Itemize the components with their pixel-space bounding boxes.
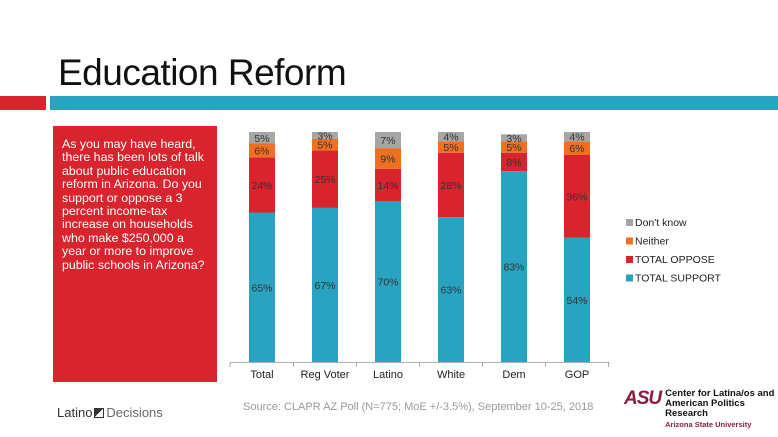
data-label: 36%	[566, 191, 587, 203]
bar-segment	[564, 155, 590, 238]
bar-segment	[501, 141, 527, 153]
data-label: 25%	[314, 174, 335, 186]
title-accent-red	[0, 96, 46, 110]
bar-segment	[312, 132, 338, 139]
bar-segment	[438, 141, 464, 153]
bar-segment	[564, 132, 590, 142]
data-label: 63%	[440, 285, 461, 297]
x-tick-label: Dem	[502, 369, 525, 381]
asu-line2: American Politics Research	[665, 398, 745, 419]
bar-segment	[501, 134, 527, 142]
bar-segment	[375, 132, 401, 149]
data-label: 83%	[503, 262, 524, 274]
latino-logo-part1: Latino	[57, 405, 93, 420]
data-label: 54%	[566, 295, 587, 307]
legend-swatch	[626, 274, 633, 282]
x-tick-label: Reg Voter	[301, 369, 350, 381]
bar-segment	[501, 152, 527, 172]
data-label: 8%	[506, 157, 521, 169]
latino-logo-part2: Decisions	[106, 405, 163, 420]
data-label: 5%	[254, 133, 269, 145]
data-label: 7%	[380, 135, 395, 147]
data-label: 5%	[317, 140, 332, 152]
data-label: 5%	[443, 142, 458, 154]
bar-segment	[249, 132, 275, 144]
logo-mark-icon	[94, 407, 105, 418]
bar-segment	[375, 148, 401, 169]
data-label: 6%	[254, 145, 269, 157]
legend-label: Neither	[635, 236, 669, 248]
bar-segment	[249, 143, 275, 158]
bar-segment	[438, 152, 464, 218]
question-box: As you may have heard, there has been lo…	[53, 126, 217, 382]
asu-line1: Center for Latina/os and	[665, 388, 775, 399]
latino-decisions-logo: Latino Decisions	[57, 405, 163, 420]
bar-segment	[501, 171, 527, 362]
x-tick-label: Total	[250, 369, 273, 381]
bar-segment	[249, 157, 275, 213]
legend-swatch	[626, 256, 633, 263]
data-label: 9%	[380, 153, 395, 165]
data-label: 5%	[506, 142, 521, 154]
legend-swatch	[626, 237, 633, 245]
question-text: As you may have heard, there has been lo…	[62, 137, 205, 272]
slide-title: Education Reform	[58, 52, 347, 93]
bar-segment	[438, 132, 464, 142]
data-label: 28%	[440, 180, 461, 192]
bar-segment	[564, 237, 590, 362]
x-tick-label: Latino	[373, 369, 403, 381]
data-label: 14%	[377, 180, 398, 192]
data-label: 65%	[251, 282, 272, 294]
data-label: 4%	[443, 132, 458, 144]
bar-segment	[312, 150, 338, 208]
legend-swatch	[626, 219, 633, 226]
bar-segment	[312, 207, 338, 362]
x-tick-label: GOP	[565, 369, 589, 381]
bar-segment	[312, 138, 338, 151]
data-label: 6%	[569, 143, 584, 155]
data-label: 3%	[317, 130, 332, 142]
data-label: 67%	[314, 280, 335, 292]
legend-label: Don't know	[635, 217, 687, 229]
asu-logo: ASU Center for Latina/os and American Po…	[624, 389, 778, 430]
bar-segment	[375, 201, 401, 362]
title-accent-blue	[50, 96, 778, 110]
legend-label: TOTAL SUPPORT	[635, 273, 722, 285]
bar-segment	[249, 212, 275, 362]
source-note: Source: CLAPR AZ Poll (N=775; MoE +/-3.5…	[243, 401, 594, 413]
bar-segment	[375, 168, 401, 201]
asu-mark-icon: ASU	[624, 388, 662, 409]
bar-segment	[564, 141, 590, 155]
bar-segment	[438, 217, 464, 362]
data-label: 4%	[569, 132, 584, 144]
legend-label: TOTAL OPPOSE	[635, 254, 715, 266]
x-tick-label: White	[437, 369, 465, 381]
data-label: 70%	[377, 277, 398, 289]
asu-line3: Arizona State University	[665, 420, 752, 429]
data-label: 3%	[506, 133, 521, 145]
data-label: 24%	[251, 180, 272, 192]
